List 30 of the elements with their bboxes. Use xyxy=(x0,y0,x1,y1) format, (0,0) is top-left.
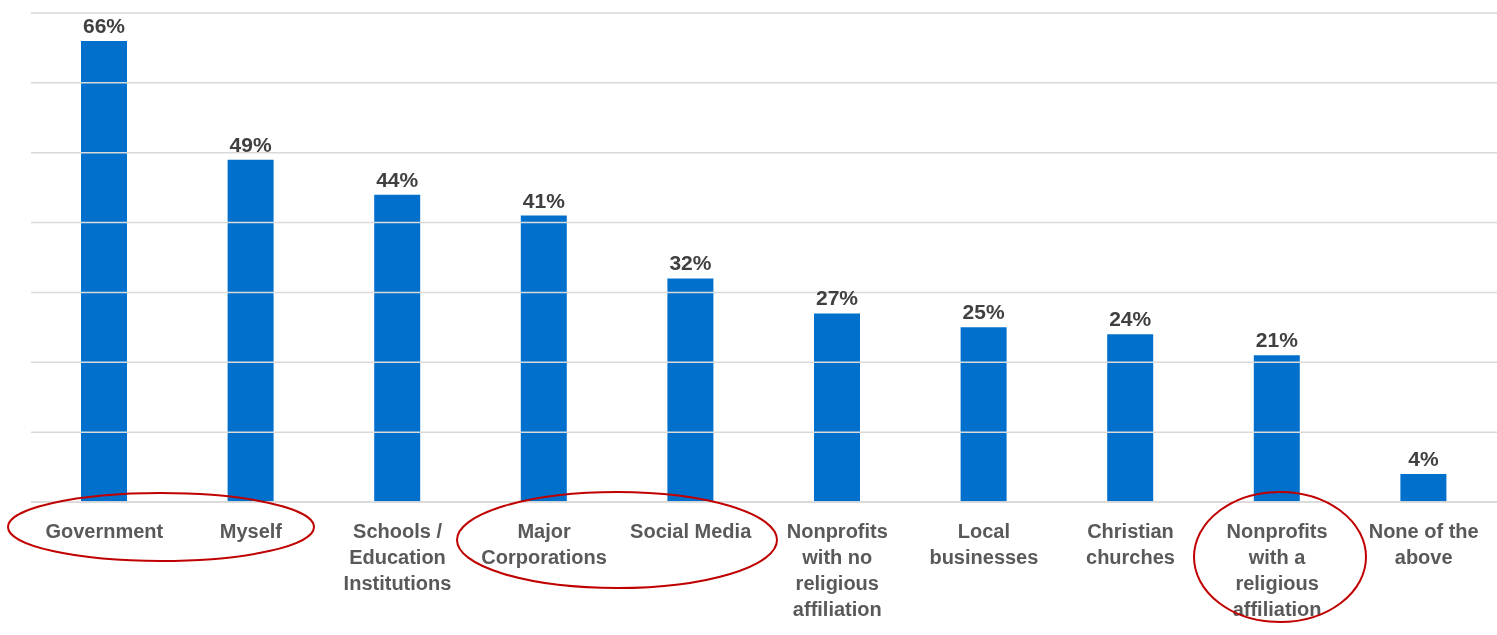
data-label: 21% xyxy=(1255,328,1299,352)
data-label: 4% xyxy=(1408,447,1439,471)
x-tick-label: Major Corporations xyxy=(481,520,607,568)
data-label: 27% xyxy=(815,286,859,310)
x-tick-label: Nonprofits with no religious affiliation xyxy=(786,520,888,620)
bar xyxy=(1400,474,1447,502)
x-tick-label: None of the above xyxy=(1368,520,1479,568)
bar xyxy=(227,159,274,502)
x-tick-label: Myself xyxy=(219,520,283,542)
data-label: 41% xyxy=(522,188,566,212)
data-label: 66% xyxy=(82,13,126,37)
x-tick-label: Social Media xyxy=(630,520,753,542)
bar xyxy=(814,313,860,502)
x-tick-label: Local businesses xyxy=(929,520,1039,568)
bar xyxy=(960,327,1007,502)
bar xyxy=(81,40,127,502)
bar xyxy=(520,215,567,502)
data-label: 49% xyxy=(229,132,272,156)
bar xyxy=(1107,334,1154,502)
data-label: 25% xyxy=(962,300,1005,324)
bar xyxy=(667,278,714,502)
x-tick-label: Schools / Education Institutions xyxy=(343,520,452,594)
x-tick-label: Christian churches xyxy=(1086,520,1175,568)
data-label: 44% xyxy=(376,167,419,191)
x-tick-label: Nonprofits with a religious affiliation xyxy=(1226,520,1328,620)
data-label: 32% xyxy=(669,251,712,275)
x-tick-label: Government xyxy=(45,520,164,542)
bar xyxy=(1253,355,1300,502)
data-label: 24% xyxy=(1109,307,1152,331)
bar xyxy=(374,194,421,502)
